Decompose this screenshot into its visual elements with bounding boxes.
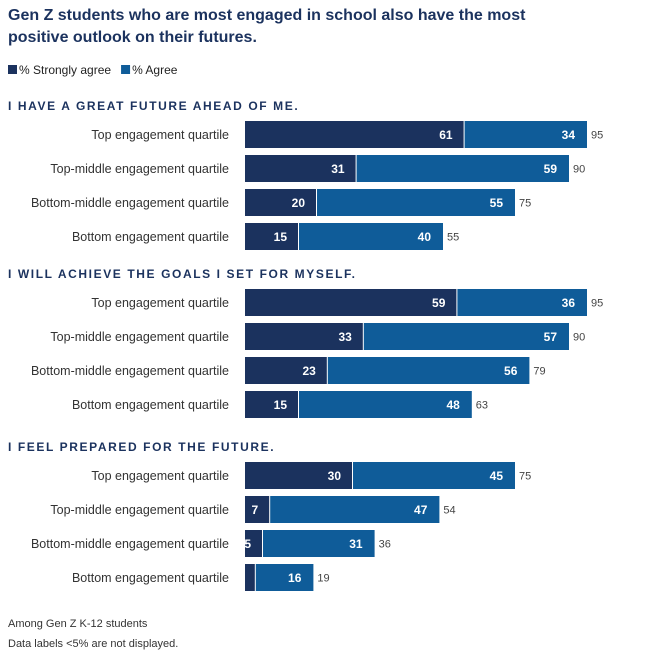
total-label: 36 — [379, 539, 391, 551]
category-label: Top engagement quartile — [91, 469, 229, 483]
data-label: 34 — [562, 128, 576, 142]
bar-strongly-agree — [245, 530, 262, 557]
bar-agree — [317, 189, 515, 216]
chart-title: Gen Z students who are most engaged in s… — [8, 7, 526, 46]
data-label: 40 — [418, 230, 432, 244]
data-label: 30 — [328, 469, 342, 483]
bar-strongly-agree — [245, 462, 352, 489]
data-label: 15 — [274, 230, 288, 244]
data-label: 45 — [490, 469, 504, 483]
bar-strongly-agree — [245, 357, 327, 384]
bar-agree — [464, 121, 587, 148]
data-label: 55 — [490, 196, 504, 210]
data-label: 59 — [544, 162, 558, 176]
legend-label-2: % Agree — [132, 63, 178, 77]
data-label: 15 — [274, 398, 288, 412]
data-label: 33 — [338, 330, 352, 344]
bar-strongly-agree — [245, 289, 457, 316]
panel-heading-1: I HAVE A GREAT FUTURE AHEAD OF ME. — [8, 99, 299, 113]
data-label: 61 — [439, 128, 453, 142]
data-label: 16 — [288, 571, 302, 585]
bar-agree — [299, 391, 472, 418]
total-label: 79 — [533, 366, 545, 378]
legend-swatch-2 — [121, 65, 131, 74]
bar-agree — [363, 323, 569, 350]
category-label: Top-middle engagement quartile — [50, 330, 229, 344]
category-label: Top-middle engagement quartile — [50, 503, 229, 517]
footnote-2: Data labels <5% are not displayed. — [8, 638, 178, 650]
total-label: 90 — [573, 164, 585, 176]
bar-strongly-agree — [245, 496, 270, 523]
data-label: 56 — [504, 364, 518, 378]
category-label: Bottom-middle engagement quartile — [31, 196, 229, 210]
category-label: Bottom-middle engagement quartile — [31, 364, 229, 378]
legend-label-1: % Strongly agree — [19, 63, 111, 77]
data-label: 57 — [544, 330, 558, 344]
bar-agree — [255, 564, 314, 591]
bar-agree — [353, 462, 515, 489]
total-label: 54 — [443, 505, 455, 517]
total-label: 75 — [519, 471, 531, 483]
bar-agree — [263, 530, 375, 557]
legend-swatch-1 — [8, 65, 17, 74]
data-label: 47 — [414, 503, 428, 517]
bar-strongly-agree — [245, 564, 255, 591]
total-label: 63 — [476, 400, 488, 412]
category-label: Top-middle engagement quartile — [50, 162, 229, 176]
bar-strongly-agree — [245, 155, 356, 182]
bar-strongly-agree — [245, 121, 464, 148]
total-label: 95 — [591, 298, 603, 310]
category-label: Top engagement quartile — [91, 128, 229, 142]
category-label: Top engagement quartile — [91, 296, 229, 310]
bar-agree — [457, 289, 587, 316]
footnote-1: Among Gen Z K-12 students — [8, 618, 148, 630]
total-label: 75 — [519, 198, 531, 210]
data-label: 20 — [292, 196, 306, 210]
data-label: 23 — [302, 364, 316, 378]
bar-strongly-agree — [245, 189, 316, 216]
category-label: Bottom engagement quartile — [72, 571, 229, 585]
data-label: 5 — [244, 537, 251, 551]
data-label: 31 — [331, 162, 345, 176]
bar-agree — [327, 357, 530, 384]
data-label: 59 — [432, 296, 446, 310]
bar-agree — [356, 155, 569, 182]
total-label: 90 — [573, 332, 585, 344]
data-label: 31 — [349, 537, 363, 551]
bar-agree — [299, 223, 443, 250]
panel-heading-3: I FEEL PREPARED FOR THE FUTURE. — [8, 440, 275, 454]
bar-strongly-agree — [245, 223, 298, 250]
total-label: 19 — [317, 573, 329, 585]
bar-agree — [270, 496, 440, 523]
data-label: 36 — [562, 296, 576, 310]
category-label: Bottom engagement quartile — [72, 398, 229, 412]
bar-strongly-agree — [245, 391, 298, 418]
category-label: Bottom-middle engagement quartile — [31, 537, 229, 551]
panel-heading-2: I WILL ACHIEVE THE GOALS I SET FOR MYSEL… — [8, 267, 357, 281]
bar-strongly-agree — [245, 323, 363, 350]
data-label: 48 — [446, 398, 460, 412]
total-label: 55 — [447, 232, 459, 244]
data-label: 7 — [252, 503, 259, 517]
category-label: Bottom engagement quartile — [72, 230, 229, 244]
total-label: 95 — [591, 130, 603, 142]
